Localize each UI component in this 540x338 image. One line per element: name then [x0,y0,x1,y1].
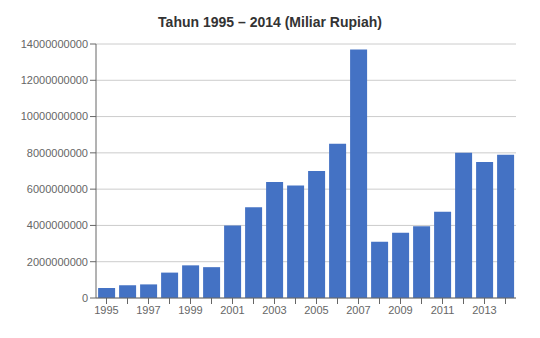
svg-text:2013: 2013 [472,304,496,316]
svg-text:2005: 2005 [304,304,328,316]
svg-text:2001: 2001 [220,304,244,316]
svg-text:10000000000: 10000000000 [21,110,88,122]
svg-text:2003: 2003 [262,304,286,316]
svg-text:4000000000: 4000000000 [27,219,88,231]
svg-text:8000000000: 8000000000 [27,147,88,159]
svg-text:0: 0 [82,292,88,304]
svg-text:14000000000: 14000000000 [21,38,88,50]
svg-text:2011: 2011 [431,304,455,316]
svg-text:6000000000: 6000000000 [27,183,88,195]
svg-text:2007: 2007 [346,304,370,316]
svg-text:1999: 1999 [178,304,202,316]
svg-text:1995: 1995 [94,304,118,316]
svg-text:12000000000: 12000000000 [21,74,88,86]
html-text:Tahun 1995 – 2014 (Miliar Rupi: Tahun 1995 – 2014 (Miliar Rupiah) [158,14,382,30]
svg-text:1997: 1997 [136,304,160,316]
svg-text:2000000000: 2000000000 [27,256,88,268]
svg-text:2009: 2009 [388,304,412,316]
